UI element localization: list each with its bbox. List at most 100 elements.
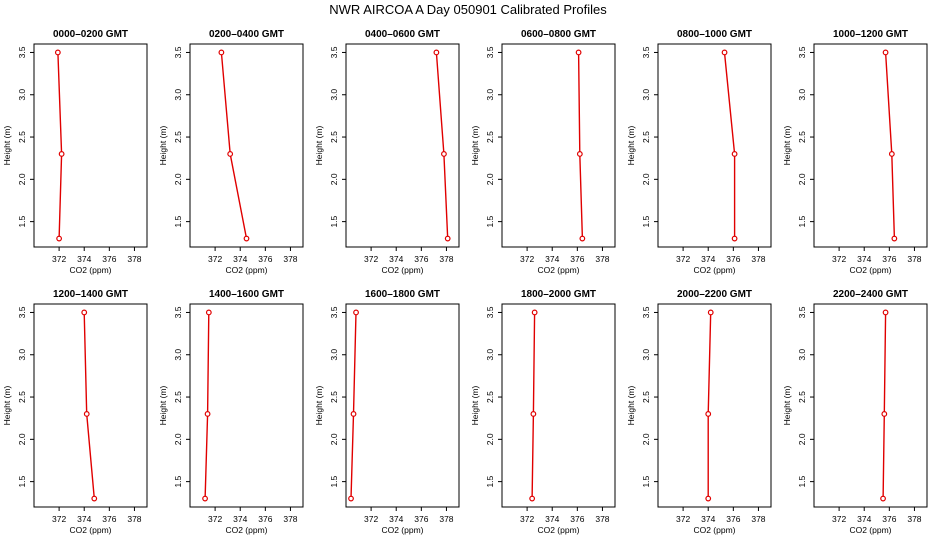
x-tick-label: 374 (701, 254, 715, 264)
profile-line (723, 52, 736, 239)
x-tick-label: 378 (439, 254, 453, 264)
x-axis-label: CO2 (ppm) (693, 265, 735, 275)
y-tick-label: 1.5 (797, 475, 807, 487)
y-tick-label: 1.5 (17, 215, 27, 227)
y-tick-label: 1.5 (797, 215, 807, 227)
x-tick-label: 376 (414, 514, 428, 524)
y-axis-label: Height (m) (314, 386, 324, 426)
y-axis-label: Height (m) (158, 386, 168, 426)
y-tick-label: 2.5 (485, 391, 495, 403)
y-tick-label: 1.5 (173, 475, 183, 487)
x-tick-label: 374 (701, 514, 715, 524)
x-tick-label: 376 (726, 514, 740, 524)
data-point (529, 495, 536, 502)
x-axis-label: CO2 (ppm) (537, 265, 579, 275)
x-tick-label: 378 (439, 514, 453, 524)
data-point (83, 411, 90, 417)
y-tick-label: 3.0 (641, 349, 651, 361)
profile-line (707, 312, 712, 499)
y-tick-label: 1.5 (173, 215, 183, 227)
y-axis-label: Height (m) (158, 126, 168, 166)
y-axis-label: Height (m) (2, 126, 12, 166)
y-tick-label: 3.5 (173, 306, 183, 318)
x-tick-label: 376 (882, 254, 896, 264)
x-tick-label: 376 (570, 254, 584, 264)
x-tick-label: 376 (102, 254, 116, 264)
data-point (575, 49, 582, 56)
panel-0: 0000–0200 GMT 372 374 376 378 1.5 2.0 2.5 3.0 3.5… (2, 29, 148, 275)
x-tick-label: 376 (258, 514, 272, 524)
figure-title: NWR AIRCOA A Day 050901 Calibrated Profi… (329, 2, 607, 17)
x-axis-label: CO2 (ppm) (381, 265, 423, 275)
x-tick-label: 374 (389, 254, 403, 264)
y-tick-label: 2.0 (485, 433, 495, 445)
x-tick-label: 372 (832, 254, 846, 264)
data-point (54, 49, 61, 56)
x-tick-label: 376 (570, 514, 584, 524)
panel-3: 0600–0800 GMT 372 374 376 378 1.5 2.0 2.5 3.0 3.5… (470, 29, 616, 275)
y-axis-label: Height (m) (782, 126, 792, 166)
y-tick-label: 1.5 (329, 475, 339, 487)
data-point (731, 235, 738, 242)
panel-4: 0800–1000 GMT 372 374 376 378 1.5 2.0 2.5 3.0 3.5… (626, 29, 772, 275)
y-axis-label: Height (m) (626, 386, 636, 426)
data-point (204, 411, 211, 417)
y-tick-label: 1.5 (641, 215, 651, 227)
y-tick-label: 1.5 (329, 215, 339, 227)
profile-line (884, 52, 896, 239)
data-point (882, 49, 889, 56)
x-axis-label: CO2 (ppm) (69, 525, 111, 535)
plot-frame (501, 303, 616, 508)
y-tick-label: 2.5 (173, 391, 183, 403)
x-tick-label: 374 (77, 254, 91, 264)
x-tick-label: 378 (283, 254, 297, 264)
y-tick-label: 3.5 (641, 46, 651, 58)
x-tick-label: 372 (520, 514, 534, 524)
x-tick-label: 376 (882, 514, 896, 524)
y-tick-label: 3.0 (485, 89, 495, 101)
y-tick-label: 3.5 (797, 46, 807, 58)
y-tick-label: 3.0 (329, 89, 339, 101)
y-tick-label: 3.5 (17, 46, 27, 58)
plot-frame (189, 43, 304, 248)
plot-frame (33, 43, 148, 248)
y-axis-label: Height (m) (314, 126, 324, 166)
x-tick-label: 376 (102, 514, 116, 524)
x-tick-label: 374 (857, 514, 871, 524)
panel-title: 1000–1200 GMT (833, 29, 908, 40)
x-tick-label: 378 (595, 514, 609, 524)
y-tick-label: 3.0 (173, 349, 183, 361)
y-tick-label: 3.5 (173, 46, 183, 58)
x-tick-label: 378 (751, 254, 765, 264)
panel-title: 0400–0600 GMT (365, 29, 440, 40)
x-tick-label: 374 (77, 514, 91, 524)
y-tick-label: 2.5 (17, 391, 27, 403)
y-tick-label: 2.5 (641, 131, 651, 143)
x-tick-label: 374 (545, 254, 559, 264)
data-point (881, 411, 888, 417)
y-tick-label: 2.0 (641, 433, 651, 445)
x-axis-label: CO2 (ppm) (225, 525, 267, 535)
y-tick-label: 2.0 (173, 173, 183, 185)
data-point (444, 235, 451, 242)
x-axis-label: CO2 (ppm) (849, 265, 891, 275)
y-tick-label: 2.0 (797, 173, 807, 185)
y-tick-label: 3.0 (329, 349, 339, 361)
data-point (579, 235, 586, 242)
x-tick-label: 372 (52, 254, 66, 264)
y-tick-label: 2.5 (329, 391, 339, 403)
plot-frame (345, 303, 460, 508)
profile-line (435, 52, 449, 239)
x-tick-label: 372 (208, 254, 222, 264)
data-point (705, 495, 712, 502)
x-tick-label: 372 (676, 514, 690, 524)
y-tick-label: 2.5 (797, 131, 807, 143)
data-point (721, 49, 728, 56)
profile-line (577, 52, 584, 239)
profile-line (220, 52, 248, 239)
x-tick-label: 378 (127, 254, 141, 264)
data-point (353, 309, 359, 316)
data-point (243, 235, 250, 242)
x-tick-label: 374 (857, 254, 871, 264)
